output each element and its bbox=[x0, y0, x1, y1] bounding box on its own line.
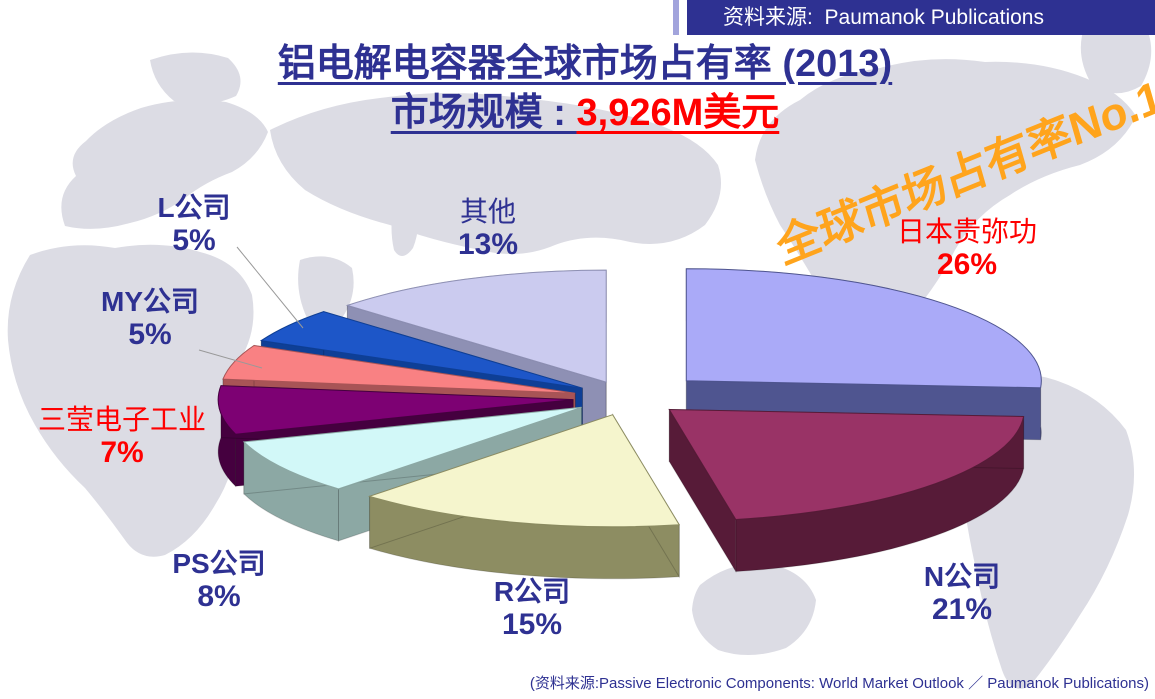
slice-label-其他: 其他 13% bbox=[458, 196, 518, 262]
slice-percent: 21% bbox=[931, 593, 993, 626]
slice-label-日本贵弥功: 日本贵弥功 26% bbox=[897, 216, 1037, 282]
slice-label-三莹电子工业: 三莹电子工业 7% bbox=[38, 404, 206, 470]
slice-name: PS公司 bbox=[172, 548, 266, 579]
slice-percent: 5% bbox=[128, 318, 172, 351]
slice-name: R公司 bbox=[493, 576, 571, 607]
slice-name: 其他 bbox=[459, 196, 517, 227]
slice-label-MY公司: MY公司 5% bbox=[101, 286, 199, 352]
market-size-label: 市场规模 : bbox=[390, 92, 577, 134]
chart-subtitle: 市场规模 : 3,926M美元 bbox=[15, 88, 1155, 138]
slice-name: L公司 bbox=[157, 192, 231, 223]
map-europe bbox=[61, 100, 269, 229]
slice-label-R公司: R公司 15% bbox=[494, 576, 570, 642]
map-asia bbox=[270, 93, 722, 254]
slice-label-PS公司: PS公司 8% bbox=[172, 548, 265, 614]
footer-source-text: (资料来源:Passive Electronic Components: Wor… bbox=[529, 675, 1149, 692]
map-india bbox=[298, 256, 354, 327]
banner-accent-stripe bbox=[673, 0, 679, 35]
title-block: 铝电解电容器全球市场占有率 (2013) 市场规模 : 3,926M美元 bbox=[15, 40, 1155, 138]
slice-label-N公司: N公司 21% bbox=[924, 561, 1000, 627]
slice-name: N公司 bbox=[923, 561, 1001, 592]
map-north-america bbox=[755, 59, 1136, 340]
market-size-value: 3,926M美元 bbox=[576, 92, 780, 134]
banner-source-label: 资料来源: bbox=[723, 6, 813, 29]
slice-percent: 5% bbox=[172, 224, 216, 257]
slice-percent: 7% bbox=[100, 436, 144, 469]
slice-name: 三莹电子工业 bbox=[37, 404, 207, 435]
slice-name: 日本贵弥功 bbox=[896, 216, 1038, 247]
pie-slice-R公司 bbox=[367, 412, 681, 580]
map-australia bbox=[692, 563, 816, 656]
map-japan bbox=[391, 199, 418, 257]
slice-name: MY公司 bbox=[100, 286, 200, 317]
slice-percent: 13% bbox=[457, 228, 519, 261]
leader-line-1 bbox=[198, 349, 263, 369]
slice-percent: 26% bbox=[936, 248, 998, 281]
map-africa bbox=[7, 244, 254, 557]
slice-percent: 15% bbox=[501, 608, 563, 641]
map-greenland bbox=[1080, 22, 1152, 94]
slice-percent: 8% bbox=[197, 580, 241, 613]
map-scandinavia bbox=[150, 52, 241, 105]
source-banner: 资料来源: Paumanok Publications bbox=[673, 0, 1155, 35]
leader-line-0 bbox=[236, 246, 304, 329]
slice-label-L公司: L公司 5% bbox=[157, 192, 230, 258]
banner-source-value: Paumanok Publications bbox=[824, 6, 1044, 29]
chart-title: 铝电解电容器全球市场占有率 (2013) bbox=[277, 43, 893, 85]
pie-slice-N公司 bbox=[668, 407, 1025, 574]
